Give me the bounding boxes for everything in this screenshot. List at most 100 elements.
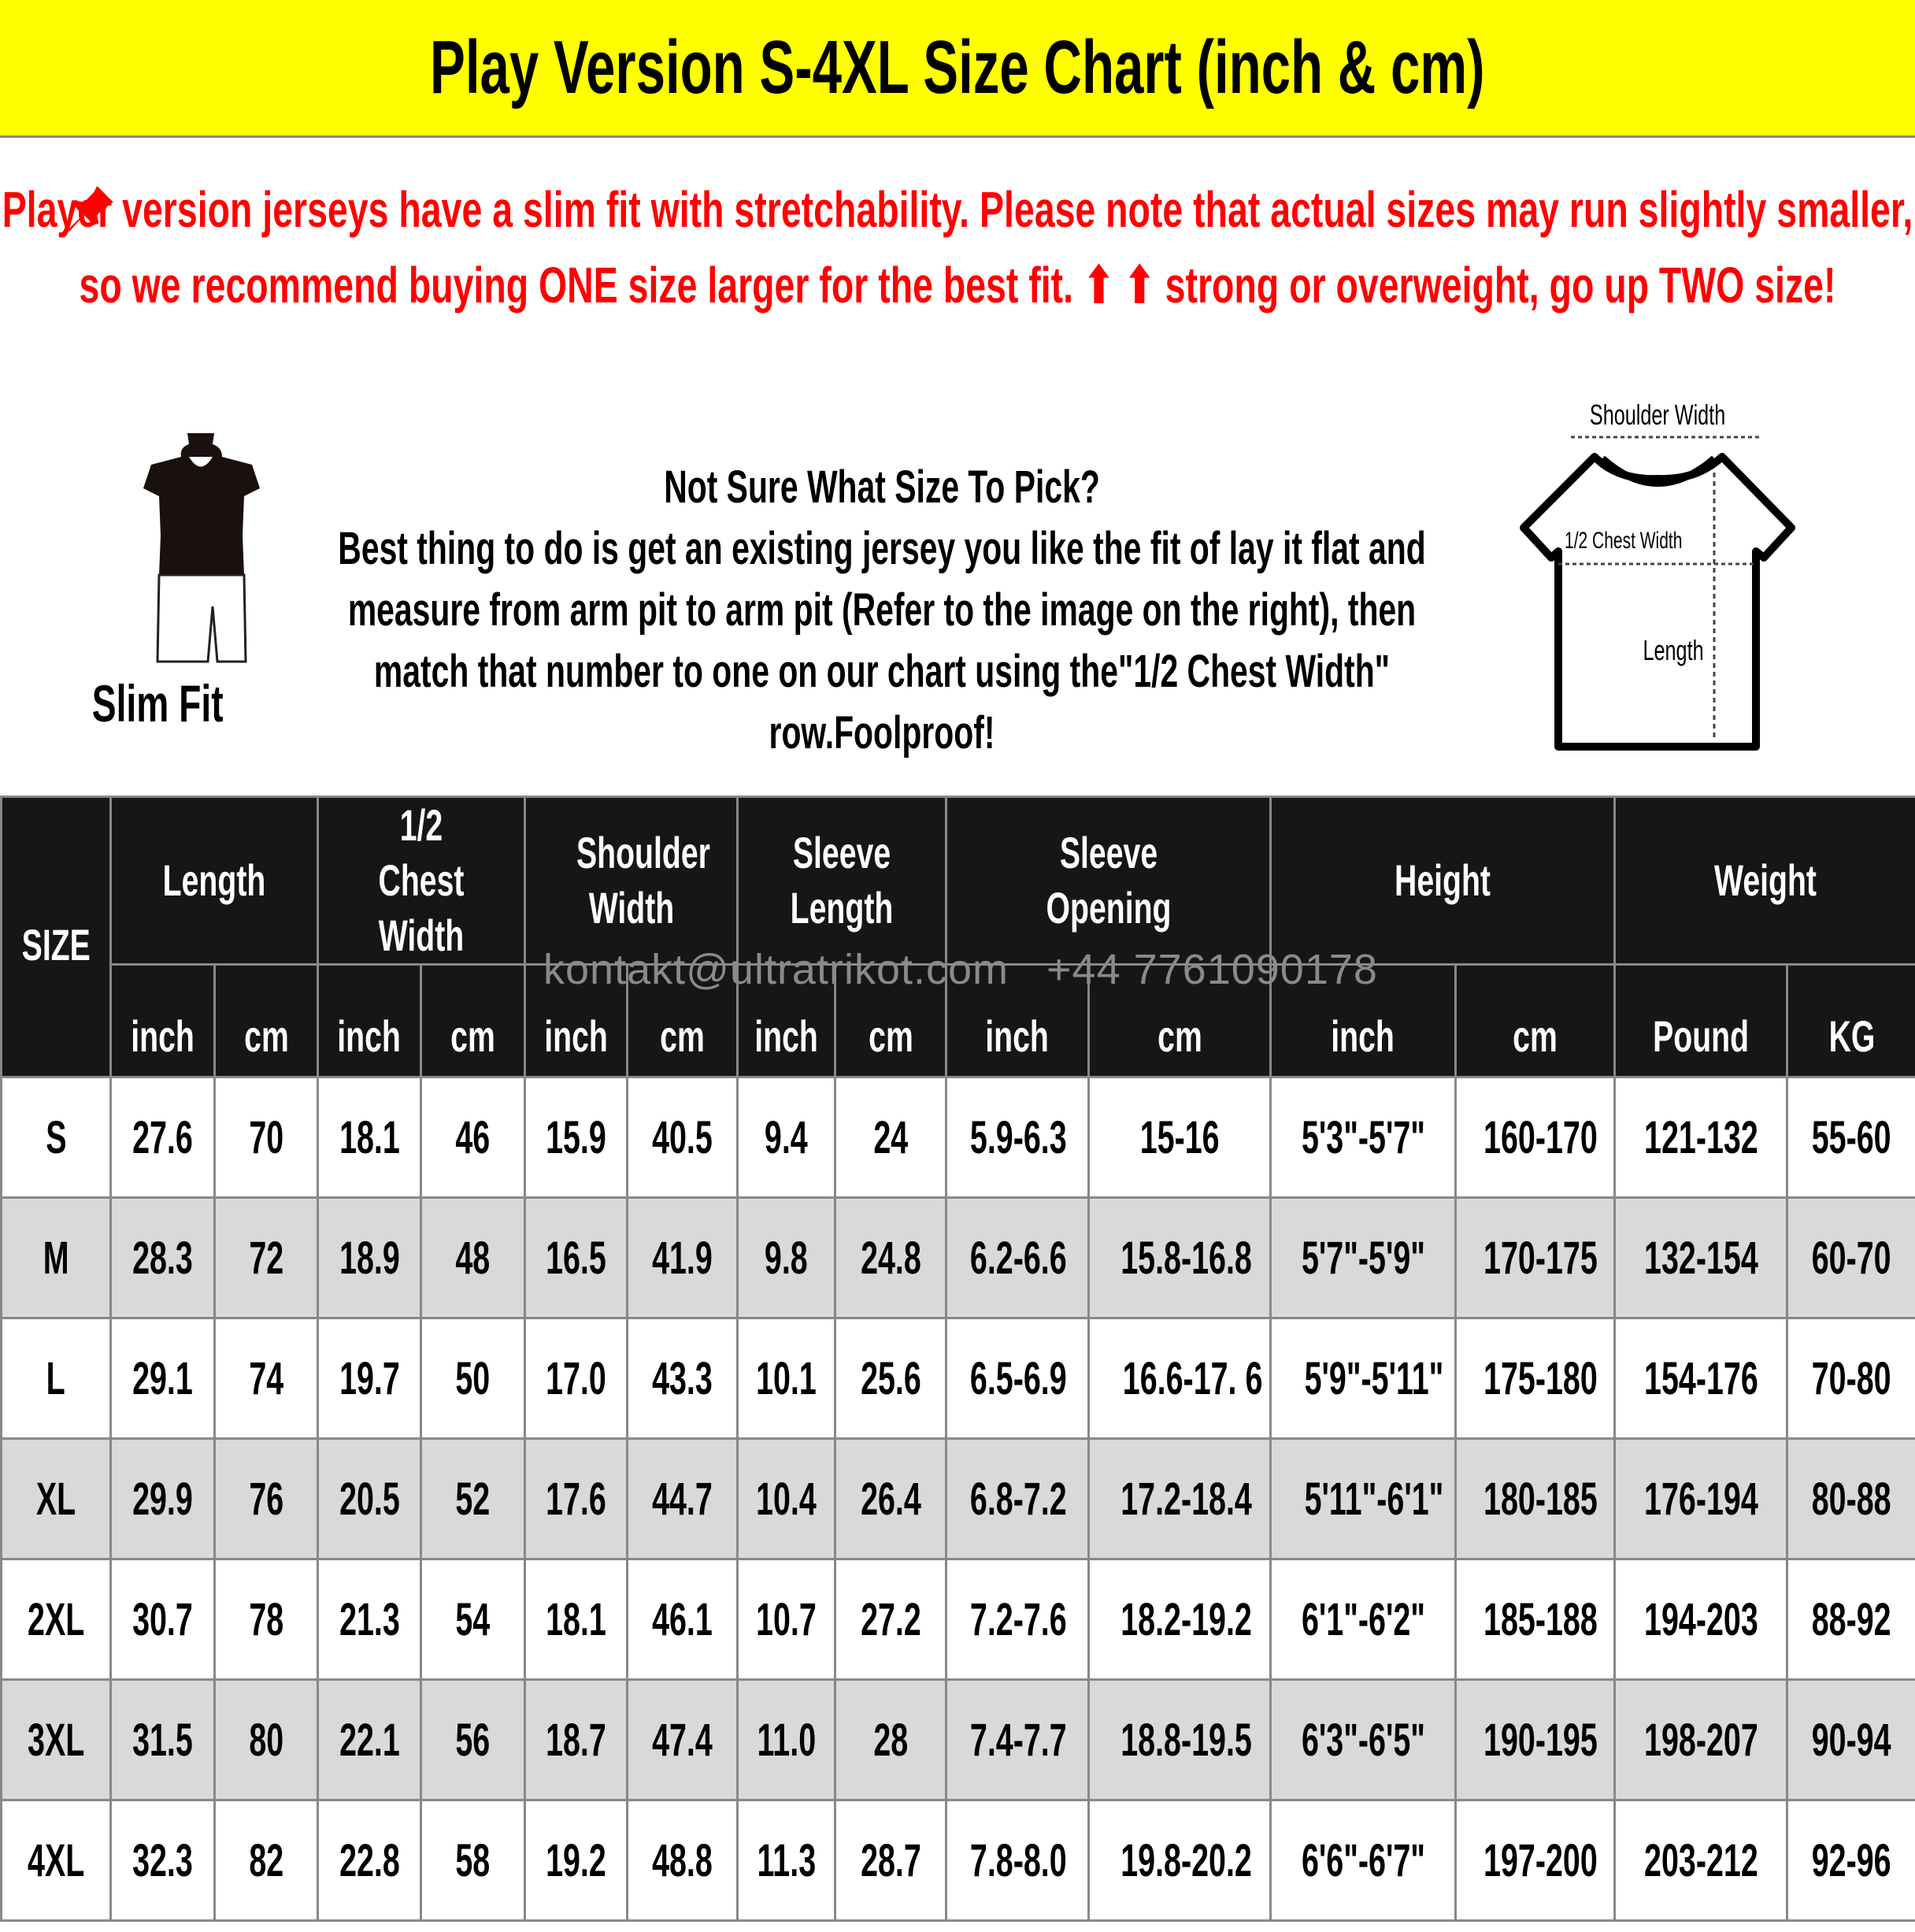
table-cell: 190-195	[1454, 1678, 1616, 1801]
table-cell: 80	[213, 1678, 319, 1801]
table-cell: 18.7	[524, 1678, 628, 1801]
table-cell: 15-16	[1087, 1076, 1272, 1199]
table-cell: 197-200	[1454, 1799, 1616, 1922]
table-cell: 17.6	[524, 1437, 628, 1560]
table-row: 3XL 31.5 80 22.1 56 18.7 47.4 11.0 28 7.4-7.7 18.8…	[0, 1678, 1915, 1801]
table-cell: 25.6	[834, 1317, 947, 1440]
size-cell: L	[0, 1317, 112, 1440]
advice-heading: Not Sure What Size To Pick?	[664, 462, 1100, 513]
table-cell: 194-203	[1613, 1558, 1788, 1681]
table-cell: 32.3	[109, 1799, 216, 1922]
table-cell: 5'11"-6'1"	[1269, 1437, 1457, 1560]
table-cell: 27.6	[109, 1076, 216, 1199]
table-cell: 11.0	[736, 1678, 836, 1801]
unit-header: cm	[1454, 963, 1616, 1078]
chest-width-label: 1/2 Chest Width	[1565, 528, 1683, 554]
size-cell: 3XL	[0, 1678, 112, 1801]
table-row: S 27.6 70 18.1 46 15.9 40.5 9.4 24 5.9-6.3 15-16 5'…	[0, 1076, 1915, 1199]
table-cell: 160-170	[1454, 1076, 1616, 1199]
table-cell: 44.7	[626, 1437, 739, 1560]
measurement-diagram: Shoulder Width 1/2 Chest Width Length	[1492, 394, 1823, 756]
table-cell: 7.2-7.6	[945, 1558, 1090, 1681]
table-cell: 46	[420, 1076, 526, 1199]
table-cell: 9.4	[736, 1076, 836, 1199]
table-cell: 16.5	[524, 1196, 628, 1319]
size-cell: 2XL	[0, 1558, 112, 1681]
table-cell: 21.3	[317, 1558, 422, 1681]
table-cell: 22.8	[317, 1799, 422, 1922]
unit-header: KG	[1786, 963, 1915, 1078]
table-cell: 132-154	[1613, 1196, 1788, 1319]
table-cell: 176-194	[1613, 1437, 1788, 1560]
table-cell: 82	[213, 1799, 319, 1922]
table-row: 4XL 32.3 82 22.8 58 19.2 48.8 11.3 28.7 7.8-8.0 19…	[0, 1799, 1915, 1922]
table-cell: 56	[420, 1678, 526, 1801]
table-row: 2XL 30.7 78 21.3 54 18.1 46.1 10.7 27.2 7.2-7.6 18…	[0, 1558, 1915, 1681]
table-cell: 6.8-7.2	[945, 1437, 1090, 1560]
table-cell: 17.0	[524, 1317, 628, 1440]
table-cell: 29.1	[109, 1317, 216, 1440]
table-cell: 26.4	[834, 1437, 947, 1560]
table-cell: 52	[420, 1437, 526, 1560]
table-cell: 78	[213, 1558, 319, 1681]
table-cell: 76	[213, 1437, 319, 1560]
advice-body: Best thing to do is get an existing jers…	[338, 523, 1426, 758]
table-cell: 170-175	[1454, 1196, 1616, 1319]
table-cell: 27.2	[834, 1558, 947, 1681]
unit-header: cm	[213, 963, 319, 1078]
column-group-header: Height	[1269, 795, 1616, 966]
table-cell: 60-70	[1786, 1196, 1915, 1319]
header-unit-row: inch cm inch cm inch cm inch cm inch cm inch cm Poun…	[2, 963, 1915, 1078]
column-group-header: 1/2 Chest Width	[317, 795, 526, 966]
unit-header: inch	[109, 963, 216, 1078]
table-cell: 48	[420, 1196, 526, 1319]
pushpin-icon	[68, 186, 113, 232]
table-cell: 41.9	[626, 1196, 739, 1319]
table-cell: 185-188	[1454, 1558, 1616, 1681]
table-cell: 50	[420, 1317, 526, 1440]
table-cell: 54	[420, 1558, 526, 1681]
tshirt-outline-icon	[1520, 436, 1795, 751]
table-cell: 72	[213, 1196, 319, 1319]
length-label: Length	[1643, 634, 1704, 666]
unit-header: inch	[945, 963, 1090, 1078]
table-cell: 7.8-8.0	[945, 1799, 1090, 1922]
title-banner: Play Version S-4XL Size Chart (inch & cm…	[0, 0, 1915, 138]
table-cell: 203-212	[1613, 1799, 1788, 1922]
unit-header: inch	[524, 963, 628, 1078]
table-cell: 9.8	[736, 1196, 836, 1319]
table-cell: 16.6-17. 6	[1087, 1317, 1272, 1440]
table-cell: 10.7	[736, 1558, 836, 1681]
size-cell: 4XL	[0, 1799, 112, 1922]
table-cell: 121-132	[1613, 1076, 1788, 1199]
column-group-header: Length	[109, 795, 319, 966]
unit-header: inch	[317, 963, 422, 1078]
table-row: L 29.1 74 19.7 50 17.0 43.3 10.1 25.6 6.5-6.9 16.6…	[0, 1317, 1915, 1440]
fit-notice: Player version jerseys have a slim fit w…	[0, 172, 1915, 323]
sizing-advice: Not Sure What Size To Pick? Best thing t…	[299, 457, 1465, 764]
table-cell: 28.7	[834, 1799, 947, 1922]
unit-header: Pound	[1613, 963, 1788, 1078]
table-cell: 175-180	[1454, 1317, 1616, 1440]
table-cell: 10.4	[736, 1437, 836, 1560]
unit-header: inch	[1269, 963, 1457, 1078]
table-cell: 55-60	[1786, 1076, 1915, 1199]
table-cell: 5'7"-5'9"	[1269, 1196, 1457, 1319]
table-row: M 28.3 72 18.9 48 16.5 41.9 9.8 24.8 6.2-6.6 15.8-…	[0, 1196, 1915, 1319]
slim-fit-figure-icon	[143, 433, 260, 663]
table-cell: 6'3"-6'5"	[1269, 1678, 1457, 1801]
column-group-header: Sleeve Opening	[945, 795, 1272, 966]
table-cell: 70	[213, 1076, 319, 1199]
table-cell: 31.5	[109, 1678, 216, 1801]
table-cell: 180-185	[1454, 1437, 1616, 1560]
unit-header: inch	[736, 963, 836, 1078]
table-cell: 6'1"-6'2"	[1269, 1558, 1457, 1681]
table-cell: 30.7	[109, 1558, 216, 1681]
table-cell: 46.1	[626, 1558, 739, 1681]
table-cell: 10.1	[736, 1317, 836, 1440]
table-cell: 80-88	[1786, 1437, 1915, 1560]
table-cell: 18.2-19.2	[1087, 1558, 1272, 1681]
table-cell: 18.8-19.5	[1087, 1678, 1272, 1801]
table-cell: 74	[213, 1317, 319, 1440]
table-cell: 6.2-6.6	[945, 1196, 1090, 1319]
